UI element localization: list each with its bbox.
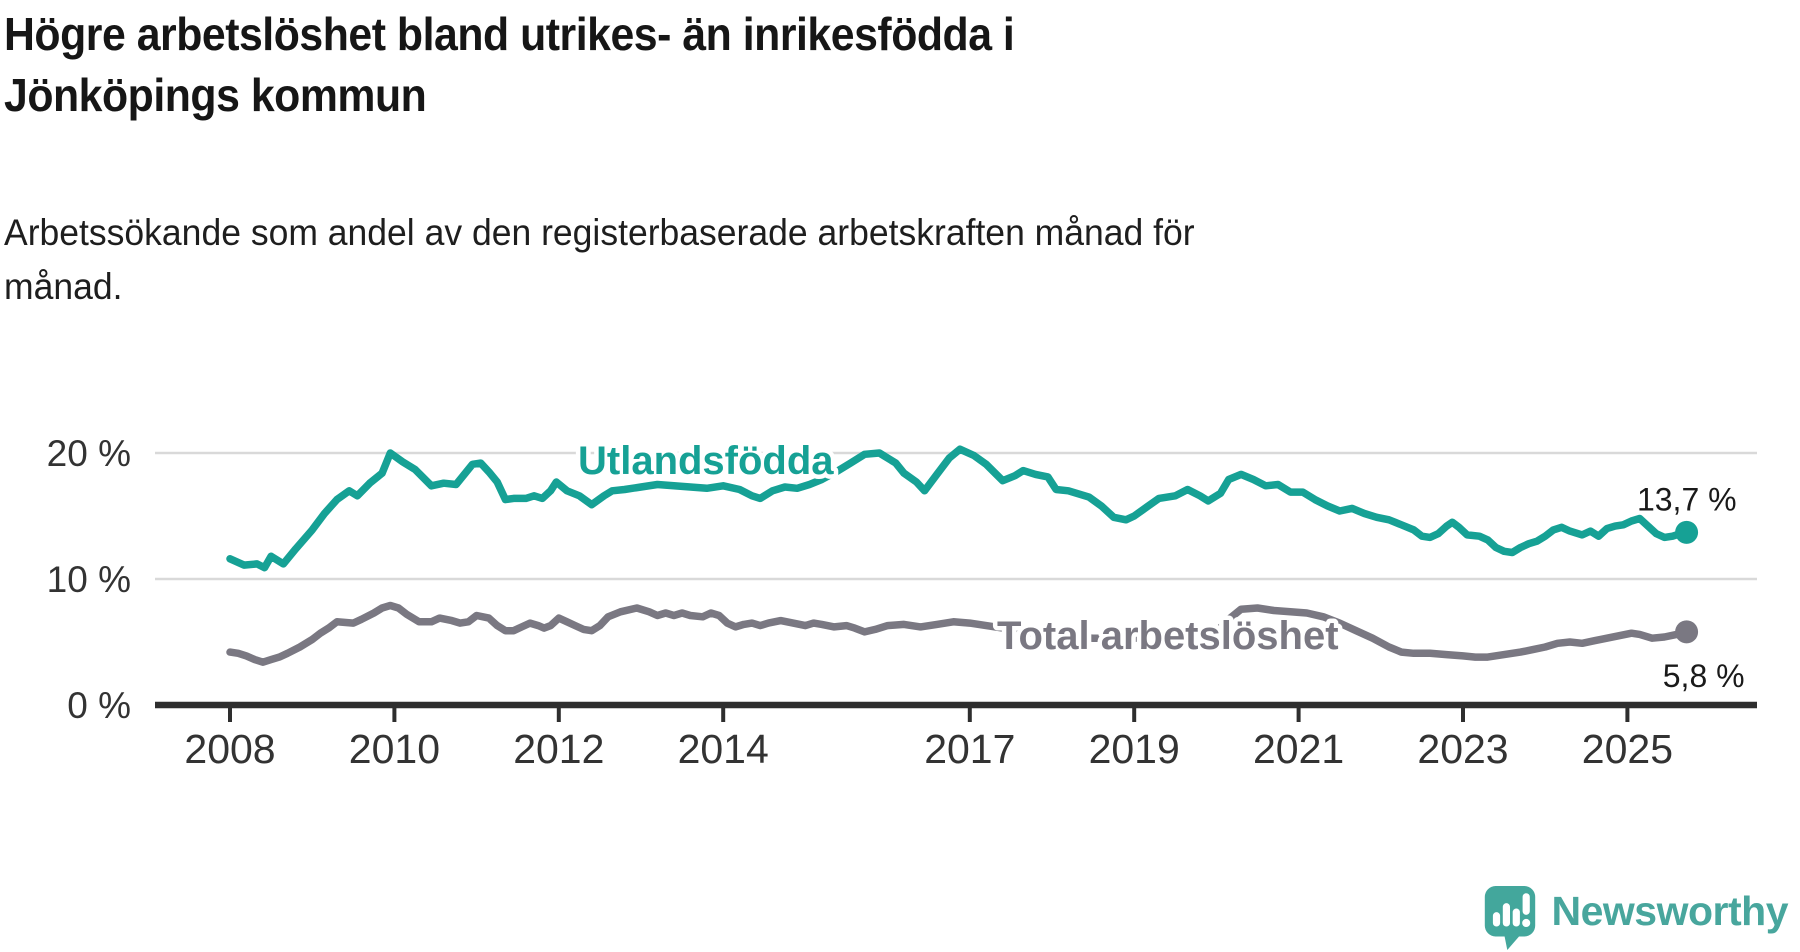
x-axis-label-2008: 2008: [184, 726, 275, 772]
page-title: Högre arbetslöshet bland utrikes- än inr…: [4, 4, 1015, 126]
x-axis-label-2010: 2010: [349, 726, 440, 772]
series-line-total: [226, 601, 1691, 666]
y-axis-label-0: 0 %: [67, 685, 131, 726]
series-labels-group: Utlandsfödda Total arbetslöshet: [574, 435, 1344, 663]
newsworthy-speech-bubble-chart-icon: [1484, 886, 1535, 950]
end-markers-group: 13,7 % 5,8 %: [1637, 481, 1745, 694]
end-dot-utlandsfodda: [1675, 520, 1699, 544]
chart-subtitle-line2: månad.: [4, 266, 123, 307]
axis-group: 2008 2010 2012 2014 2017 2019 2021 2023 2025 20 %…: [47, 433, 1757, 772]
exclamation-dot: [1521, 918, 1530, 927]
end-value-label-total: 5,8 %: [1663, 658, 1745, 694]
brand-name: Newsworthy: [1551, 887, 1789, 934]
bar-medium: [1512, 908, 1520, 927]
x-axis-label-2017: 2017: [924, 726, 1015, 772]
exclamation-bar: [1522, 893, 1530, 915]
y-axis-label-20: 20 %: [47, 433, 131, 474]
end-value-label-utlandsfodda: 13,7 %: [1637, 481, 1737, 517]
end-dot-total: [1675, 620, 1699, 644]
x-axis-label-2012: 2012: [513, 726, 604, 772]
series-line-utlandsfodda: [226, 445, 1691, 572]
chart-subtitle: Arbetssökande som andel av den registerb…: [4, 206, 1195, 314]
y-axis-label-10: 10 %: [47, 559, 131, 600]
newsworthy-logo: Newsworthy: [1483, 884, 1789, 952]
x-axis-label-2025: 2025: [1582, 726, 1673, 772]
x-axis-label-2014: 2014: [678, 726, 769, 772]
gridlines-group: [155, 451, 1757, 581]
series-lines-group: [226, 445, 1691, 666]
x-axis-label-2023: 2023: [1417, 726, 1508, 772]
series-label-total: Total arbetslöshet: [997, 614, 1339, 658]
chart-subtitle-line1: Arbetssökande som andel av den registerb…: [4, 212, 1195, 253]
series-label-utlandsfodda: Utlandsfödda: [578, 439, 834, 483]
x-axis-label-2019: 2019: [1089, 726, 1180, 772]
page-title-line1: Högre arbetslöshet bland utrikes- än inr…: [4, 8, 1015, 60]
x-axis-label-2021: 2021: [1253, 726, 1344, 772]
bar-small: [1492, 912, 1500, 927]
bar-tall: [1502, 903, 1510, 927]
page-title-line2: Jönköpings kommun: [4, 69, 427, 121]
